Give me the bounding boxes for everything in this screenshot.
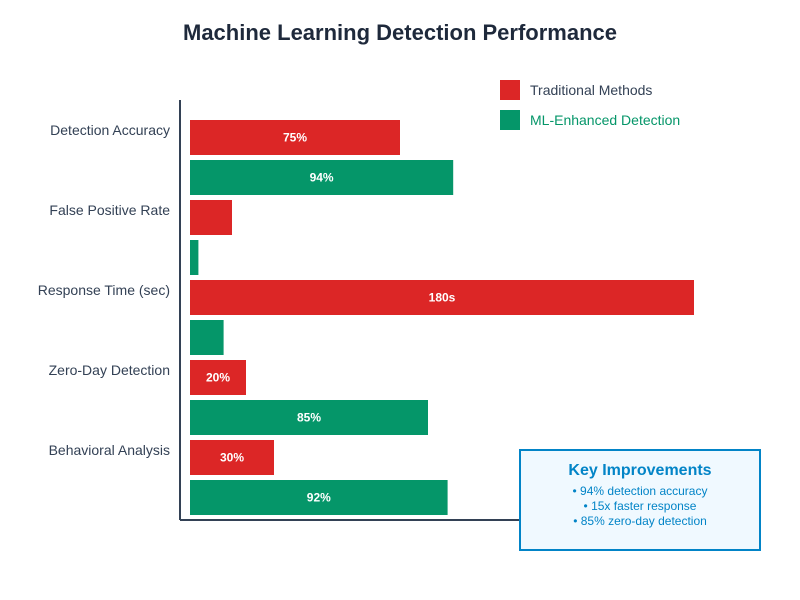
legend: Traditional Methods ML-Enhanced Detectio… xyxy=(500,80,680,130)
bar-ml-3 xyxy=(190,400,428,435)
category-labels: Detection Accuracy False Positive Rate Res… xyxy=(38,122,170,458)
bar-value-label: 20% xyxy=(206,371,230,385)
bar-series-group: 75% 180s 20% 30% 94% 85% 92% xyxy=(190,120,694,515)
legend-swatch-traditional xyxy=(500,80,520,100)
bar-value-label: 75% xyxy=(283,131,307,145)
key-improvements-title: Key Improvements xyxy=(568,462,711,479)
key-improvements-box: Key Improvements • 94% detection accurac… xyxy=(519,449,761,551)
category-label: Detection Accuracy xyxy=(50,122,170,138)
bar-ml-1 xyxy=(190,240,199,275)
legend-label-ml: ML-Enhanced Detection xyxy=(530,112,680,128)
bar-traditional-3 xyxy=(190,360,246,395)
bar-value-label: 180s xyxy=(429,291,456,305)
bar-traditional-2 xyxy=(190,280,694,315)
bar-value-label: 92% xyxy=(307,491,331,505)
bar-ml-0 xyxy=(190,160,454,195)
legend-swatch-ml xyxy=(500,110,520,130)
bar-traditional-1 xyxy=(190,200,232,235)
category-label: Response Time (sec) xyxy=(38,282,170,298)
bar-value-label: 85% xyxy=(297,411,321,425)
key-improvement-item: • 15x faster response xyxy=(584,499,697,513)
legend-label-traditional: Traditional Methods xyxy=(530,82,652,98)
chart-title: Machine Learning Detection Performance xyxy=(183,20,617,45)
bar-ml-2 xyxy=(190,320,224,355)
key-improvement-item: • 85% zero-day detection xyxy=(573,514,707,528)
category-label: False Positive Rate xyxy=(49,202,170,218)
bar-value-label: 30% xyxy=(220,451,244,465)
key-improvement-item: • 94% detection accuracy xyxy=(573,484,708,498)
bar-value-label: 94% xyxy=(310,171,334,185)
bar-traditional-0 xyxy=(190,120,400,155)
key-improvements-frame xyxy=(519,449,761,551)
category-label: Zero-Day Detection xyxy=(49,362,170,378)
bar-ml-4 xyxy=(190,480,448,515)
bar-traditional-4 xyxy=(190,440,274,475)
category-label: Behavioral Analysis xyxy=(49,442,170,458)
